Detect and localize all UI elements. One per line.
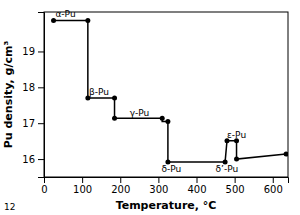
tick-label: 18 <box>22 82 35 93</box>
annotation: δ-Pu <box>161 164 181 174</box>
tick-mark <box>38 51 44 52</box>
tick-mark <box>197 177 198 183</box>
tick: 500 <box>226 177 245 195</box>
tick: 300 <box>149 177 168 195</box>
tick-mark <box>120 177 121 183</box>
point <box>112 116 117 121</box>
tick-label: 200 <box>111 184 130 195</box>
tick: 0 <box>41 177 47 195</box>
note: 12 <box>4 202 15 212</box>
y-axis: 16 17 18 19 <box>22 13 44 178</box>
chart: 0 100 200 300 400 500 600 16 17 18 19 Temperature, … <box>0 0 300 215</box>
tick: 18 <box>22 82 44 93</box>
tick-label: 600 <box>264 184 283 195</box>
tick: 19 <box>22 46 44 57</box>
tick-mark <box>38 123 44 124</box>
tick-label: 100 <box>73 184 92 195</box>
tick-label: 16 <box>22 154 35 165</box>
annotation: ε-Pu <box>227 130 246 140</box>
tick-mark <box>38 87 44 88</box>
tick: 17 <box>22 118 44 129</box>
point <box>85 18 90 23</box>
point <box>112 96 117 101</box>
tick-label: 0 <box>41 184 47 195</box>
tick: 16 <box>22 154 44 165</box>
line <box>54 21 287 162</box>
tick-label: 500 <box>226 184 245 195</box>
plot-area <box>51 18 288 164</box>
x-axis-title: Temperature, °C <box>116 199 217 212</box>
tick: 200 <box>111 177 130 195</box>
point <box>234 157 239 162</box>
y-axis-title: Pu density, g/cm³ <box>2 41 15 149</box>
annotation: γ-Pu <box>130 108 150 118</box>
tick-mark <box>38 159 44 160</box>
annotation: β-Pu <box>89 87 109 97</box>
tick: 400 <box>187 177 206 195</box>
tick-label: 300 <box>149 184 168 195</box>
tick: 100 <box>73 177 92 195</box>
tick-mark <box>82 177 83 183</box>
plot-frame <box>44 12 288 177</box>
tick-label: 19 <box>22 46 35 57</box>
tick-label: 17 <box>22 118 35 129</box>
x-axis: 0 100 200 300 400 500 600 <box>41 177 288 195</box>
tick-mark <box>235 177 236 183</box>
annotation: δ’-Pu <box>216 164 239 174</box>
point <box>160 116 165 121</box>
axis-line <box>45 178 289 184</box>
point <box>165 119 170 124</box>
tick-label: 400 <box>187 184 206 195</box>
annotation: α-Pu <box>55 9 75 19</box>
tick-mark <box>273 177 274 183</box>
tick: 600 <box>264 177 283 195</box>
tick-mark <box>158 177 159 183</box>
point <box>284 152 288 157</box>
